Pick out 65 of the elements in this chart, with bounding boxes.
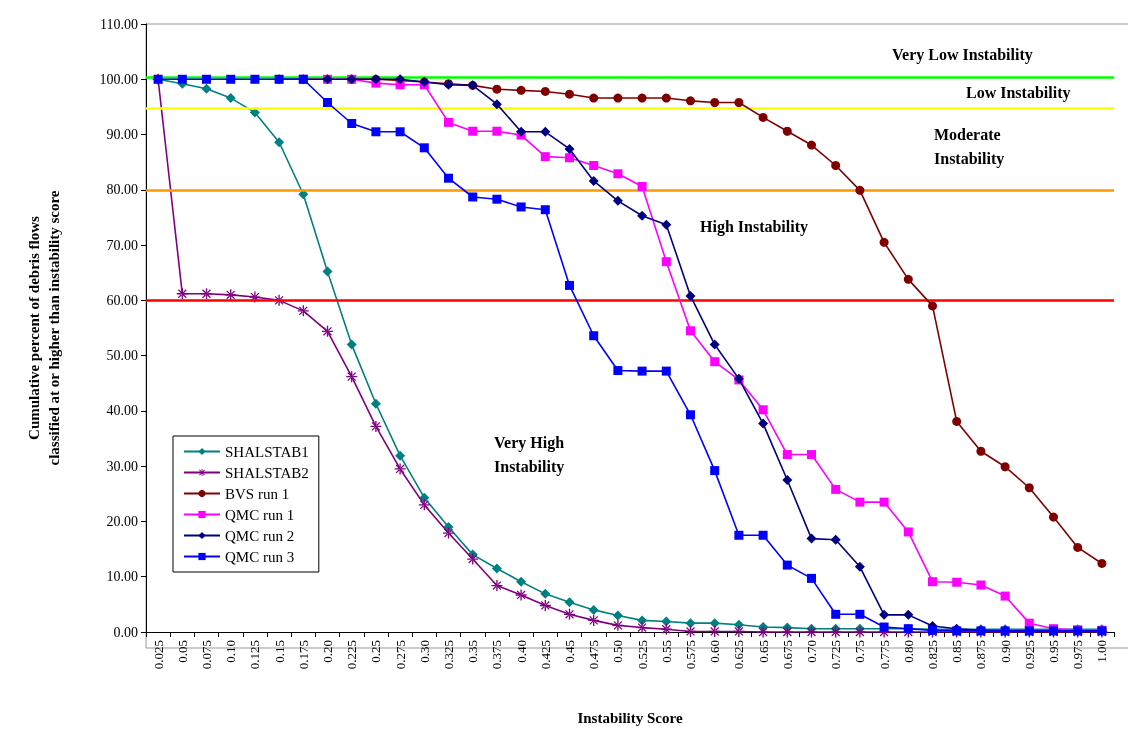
x-tick-label: 0.125: [247, 640, 263, 670]
x-tick-label: 0.775: [876, 640, 892, 670]
y-tick-label: 80.00: [106, 182, 138, 198]
y-tick-label: 60.00: [106, 292, 138, 308]
x-tick-label: 0.175: [295, 640, 311, 670]
x-tick-label: 0.60: [707, 640, 723, 663]
annotation: Very High Instability: [494, 433, 569, 476]
x-tick-label: 0.20: [320, 640, 335, 663]
y-tick-label: 10.00: [106, 569, 138, 585]
y-axis-title: Cumulative percent of debris flows classified at or higher than instability score: [26, 190, 62, 466]
x-tick-label: 0.025: [150, 640, 166, 670]
x-tick-label: 0.875: [973, 640, 989, 670]
y-tick-label: 50.00: [106, 348, 138, 364]
x-tick-label: 0.525: [634, 640, 650, 670]
x-tick-label: 0.35: [465, 640, 481, 663]
x-tick-label: 0.275: [392, 640, 408, 670]
x-tick-label: 0.975: [1070, 640, 1086, 670]
x-tick-label: 0.475: [586, 640, 602, 670]
x-tick-label: 0.55: [658, 640, 674, 663]
legend-label: SHALSTAB1: [225, 443, 309, 460]
x-tick-label: 0.90: [997, 640, 1013, 663]
x-tick-label: 0.725: [828, 640, 844, 670]
legend-label: BVS run 1: [225, 485, 290, 502]
y-tick-label: 100.00: [99, 71, 138, 87]
annotation: Very Low Instability: [892, 45, 1033, 64]
x-tick-label: 0.50: [610, 640, 626, 663]
x-tick-label: 0.625: [731, 640, 747, 670]
x-tick-label: 0.925: [1021, 640, 1037, 670]
x-tick-label: 0.65: [755, 640, 771, 663]
x-tick-label: 1.00: [1094, 640, 1110, 663]
x-tick-label: 0.425: [537, 640, 553, 670]
x-tick-label: 0.675: [779, 640, 795, 670]
legend-label: QMC run 1: [225, 506, 295, 523]
legend-label: SHALSTAB2: [225, 464, 309, 481]
y-tick-label: 110.00: [100, 16, 138, 32]
y-tick-label: 90.00: [106, 127, 138, 143]
x-tick-label: 0.10: [223, 640, 239, 663]
x-tick-label: 0.25: [368, 640, 384, 663]
y-tick-label: 70.00: [106, 237, 138, 253]
annotation: Low Instability: [966, 83, 1071, 102]
x-tick-label: 0.575: [683, 640, 698, 670]
x-tick-label: 0.15: [271, 640, 287, 663]
x-tick-label: 0.30: [416, 640, 432, 663]
legend-label: QMC run 2: [225, 527, 295, 544]
y-tick-label: 40.00: [106, 403, 138, 419]
y-tick-label: 30.00: [106, 458, 138, 474]
x-tick-label: 0.05: [174, 640, 190, 663]
x-tick-label: 0.95: [1046, 640, 1061, 663]
x-tick-label: 0.825: [925, 640, 940, 670]
x-tick-label: 0.40: [513, 640, 529, 663]
x-axis-title: Instability Score: [577, 709, 683, 726]
x-tick-label: 0.375: [489, 640, 505, 670]
y-tick-label: 0.00: [113, 624, 138, 640]
annotation: High Instability: [700, 217, 809, 236]
x-tick-label: 0.225: [344, 640, 360, 670]
legend-label: QMC run 3: [225, 548, 295, 565]
x-tick-label: 0.075: [199, 640, 214, 670]
y-tick-label: 20.00: [106, 513, 138, 529]
x-tick-label: 0.80: [900, 640, 916, 663]
annotation: Moderate Instability: [934, 125, 1005, 168]
x-tick-label: 0.75: [852, 640, 868, 663]
x-tick-label: 0.85: [949, 640, 965, 663]
x-tick-label: 0.70: [804, 640, 819, 663]
x-tick-label: 0.45: [562, 640, 577, 663]
x-tick-label: 0.325: [441, 640, 456, 670]
